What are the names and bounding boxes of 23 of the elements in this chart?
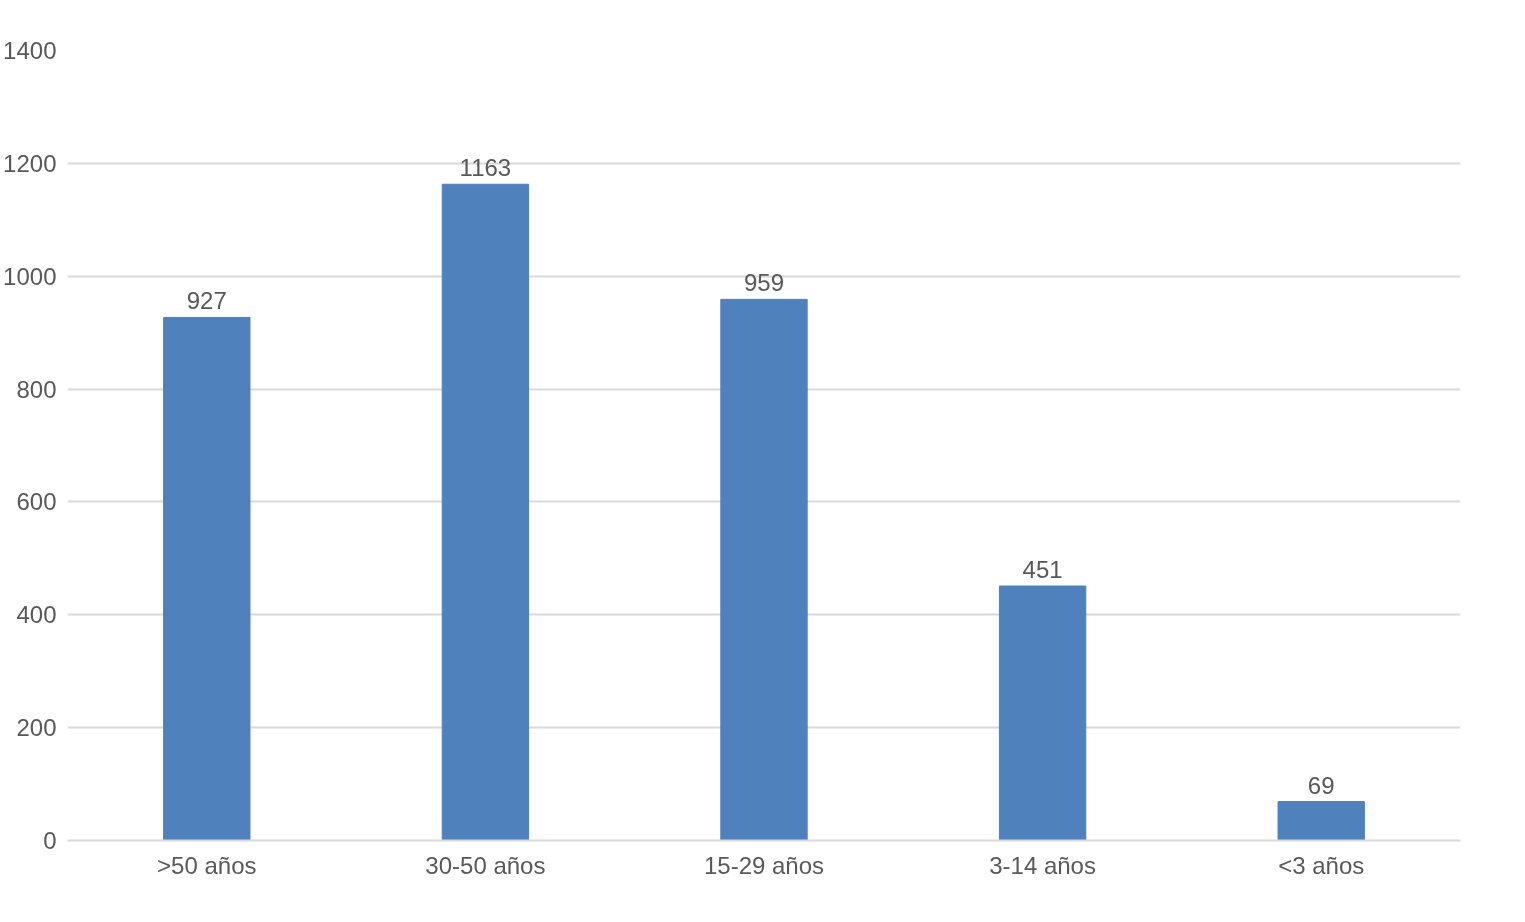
bar xyxy=(1277,801,1365,841)
data-label: 69 xyxy=(1307,771,1335,799)
x-tick-label: <3 años xyxy=(1278,851,1365,879)
y-tick-label: 0 xyxy=(43,827,57,854)
y-tick-label: 1400 xyxy=(3,37,57,64)
bar xyxy=(998,585,1087,841)
bar xyxy=(441,183,530,841)
data-label: 959 xyxy=(743,269,785,297)
bar xyxy=(163,316,251,841)
x-tick-label: 30-50 años xyxy=(425,851,546,879)
data-label: 927 xyxy=(186,287,227,315)
x-tick-label: 3-14 años xyxy=(989,851,1096,879)
y-tick-label: 400 xyxy=(16,601,57,629)
data-label: 1163 xyxy=(459,154,512,182)
y-tick-label: 1000 xyxy=(3,262,57,290)
bar xyxy=(720,298,808,841)
y-tick-label: 1200 xyxy=(3,149,57,177)
x-tick-label: >50 años xyxy=(157,851,257,879)
data-label: 451 xyxy=(1022,556,1063,584)
y-tick-label: 600 xyxy=(16,488,57,516)
y-tick-label: 800 xyxy=(16,375,57,403)
y-tick-label: 200 xyxy=(16,714,57,742)
x-tick-label: 15-29 años xyxy=(703,851,825,879)
